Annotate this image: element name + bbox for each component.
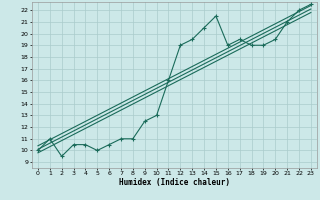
X-axis label: Humidex (Indice chaleur): Humidex (Indice chaleur): [119, 178, 230, 187]
